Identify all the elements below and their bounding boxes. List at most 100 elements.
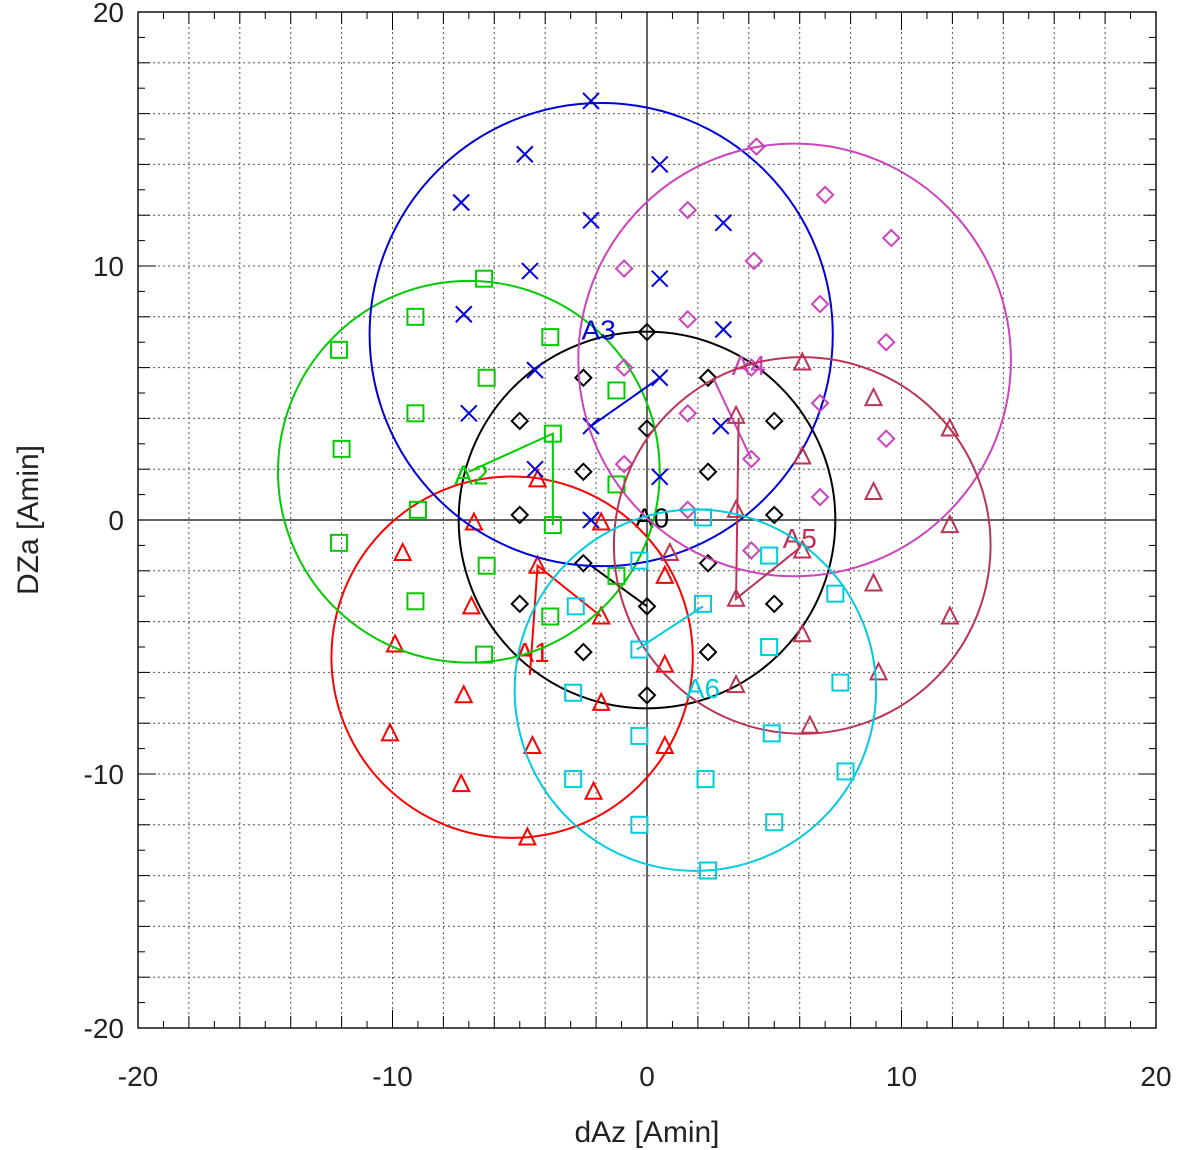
series-label: A2 [454, 459, 488, 490]
x-marker-stroke [714, 214, 733, 232]
x-marker-stroke [526, 460, 544, 478]
diamond-marker [741, 449, 761, 469]
square-marker [762, 724, 781, 743]
square-marker [406, 404, 425, 423]
triangle-marker [726, 404, 746, 424]
square-marker [607, 566, 626, 585]
triangle-marker [940, 513, 960, 534]
square-marker [564, 770, 583, 789]
y-axis-label: DZa [Amin] [12, 445, 45, 595]
x-marker [582, 211, 600, 229]
diamond-marker [614, 358, 634, 378]
x-marker [714, 214, 733, 232]
x-marker-stroke [521, 262, 539, 280]
series-a1: A1 [330, 468, 694, 846]
diamond-marker [678, 403, 698, 423]
y-axis-tick-labels: -20 -10 0 10 20 [84, 0, 124, 1044]
x-marker-stroke [651, 369, 669, 387]
y-tick-label: -10 [84, 759, 124, 790]
triangle-marker [655, 734, 675, 755]
diamond-marker [698, 368, 718, 388]
anchor-line [528, 563, 602, 676]
series-a3: A3 [368, 92, 834, 568]
x-marker [526, 361, 544, 379]
x-marker-stroke [582, 211, 600, 229]
square-marker [831, 673, 850, 692]
x-marker-stroke [526, 361, 544, 379]
diamond-marker [678, 309, 698, 329]
diamond-marker [876, 332, 896, 352]
series-label: A6 [686, 673, 720, 704]
x-marker [582, 511, 600, 529]
triangle-marker [940, 417, 960, 437]
square-marker [765, 813, 784, 832]
square-marker [543, 424, 562, 443]
x-axis-tick-labels: -20 -10 0 10 20 [118, 1061, 1172, 1092]
square-marker [406, 307, 425, 326]
x-tick-label: -10 [372, 1061, 412, 1092]
field-circle [368, 101, 834, 568]
x-marker-stroke [651, 269, 669, 288]
x-marker [651, 155, 669, 174]
triangle-marker [660, 541, 680, 562]
series-a5: A5 [612, 351, 992, 735]
field-circle [276, 279, 661, 664]
x-marker [521, 262, 539, 280]
diamond-marker [637, 419, 657, 438]
triangle-marker [940, 605, 960, 625]
diamond-marker [678, 500, 698, 520]
series-a6: A6 [513, 508, 878, 880]
square-marker [541, 328, 560, 347]
square-marker [564, 683, 583, 702]
triangle-marker [726, 498, 746, 518]
triangle-marker [451, 772, 471, 793]
square-marker [630, 640, 649, 659]
square-marker [607, 381, 626, 400]
square-marker [330, 533, 349, 552]
diamond-marker [876, 429, 896, 449]
triangle-marker [792, 623, 812, 643]
square-marker [826, 584, 845, 603]
diamond-marker [881, 228, 901, 248]
anchor-line [735, 418, 801, 601]
triangle-marker [461, 595, 482, 615]
square-marker [630, 551, 649, 570]
anchor-line [468, 432, 554, 526]
triangle-marker [393, 541, 413, 562]
diamond-marker [573, 553, 593, 573]
triangle-marker [726, 587, 746, 607]
zero-axis-lines [138, 12, 1156, 1028]
diamond-marker [810, 487, 830, 507]
triangle-marker [385, 633, 405, 653]
diamond-marker [815, 185, 835, 205]
x-tick-label: 10 [886, 1061, 917, 1092]
square-marker [330, 340, 349, 359]
grid [138, 12, 1156, 1028]
x-marker [526, 460, 544, 478]
diamond-marker [510, 411, 530, 431]
x-marker-stroke [582, 511, 600, 529]
triangle-marker [863, 572, 884, 592]
x-marker-stroke [455, 305, 473, 323]
plot-frame [137, 11, 1157, 1029]
field-circle [577, 142, 1012, 578]
square-marker [332, 439, 351, 458]
series-a2: A2 [276, 269, 661, 664]
series-label: A3 [582, 315, 616, 346]
x-marker-stroke [516, 145, 534, 163]
triangle-marker [517, 826, 538, 846]
square-marker [406, 592, 425, 611]
triangle-marker [726, 673, 746, 694]
square-marker [475, 269, 494, 288]
diamond-marker [573, 462, 593, 482]
triangle-marker [863, 386, 884, 407]
x-tick-label: 20 [1140, 1061, 1171, 1092]
square-marker [699, 861, 718, 880]
diamond-marker [510, 594, 530, 614]
square-marker [566, 597, 585, 616]
triangle-marker [591, 511, 611, 531]
square-marker [760, 546, 779, 565]
x-tick-label: -20 [118, 1061, 158, 1092]
diamond-marker [747, 137, 766, 157]
